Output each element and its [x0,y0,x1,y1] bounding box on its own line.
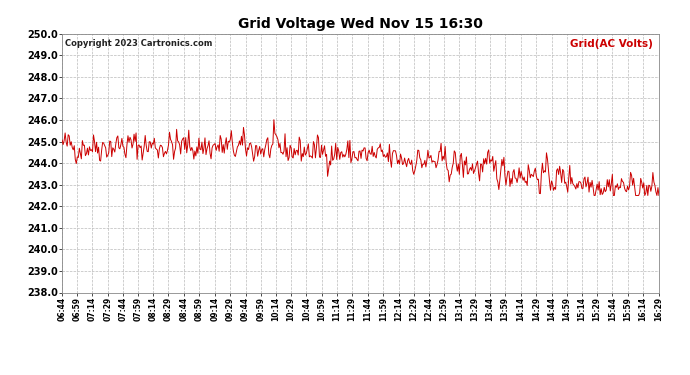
Title: Grid Voltage Wed Nov 15 16:30: Grid Voltage Wed Nov 15 16:30 [238,17,483,31]
Text: Grid(AC Volts): Grid(AC Volts) [570,39,653,49]
Text: Copyright 2023 Cartronics.com: Copyright 2023 Cartronics.com [65,39,213,48]
